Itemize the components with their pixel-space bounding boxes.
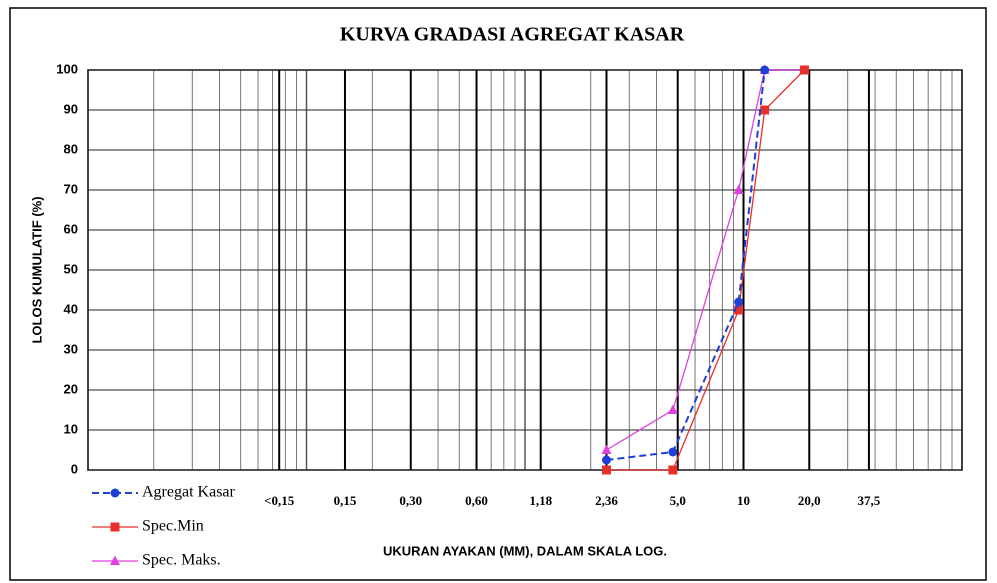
data-point	[799, 65, 809, 75]
legend-label: Spec.Min	[142, 518, 204, 535]
x-tick-label: 0,60	[465, 493, 488, 508]
x-tick-label: 37,5	[858, 493, 881, 508]
legend-label: Agregat Kasar	[142, 484, 236, 501]
data-point	[734, 305, 744, 315]
data-point	[760, 105, 770, 115]
y-tick-label: 90	[64, 101, 78, 116]
data-point	[601, 455, 611, 465]
x-tick-label: 0,30	[399, 493, 422, 508]
y-tick-label: 100	[56, 61, 78, 76]
y-tick-label: 40	[64, 301, 78, 316]
series-line	[606, 69, 766, 461]
data-point	[760, 65, 770, 75]
x-tick-label: <0,15	[264, 493, 295, 508]
x-tick-label: 20,0	[798, 493, 821, 508]
data-point	[601, 465, 611, 475]
y-tick-label: 30	[64, 341, 78, 356]
data-point	[733, 184, 744, 194]
y-tick-label: 70	[64, 181, 78, 196]
legend-marker	[110, 488, 120, 498]
x-tick-label: 5,0	[670, 493, 686, 508]
y-axis-label: LOLOS KUMULATIF (%)	[29, 196, 44, 343]
x-tick-label: 0,15	[334, 493, 357, 508]
y-tick-label: 10	[64, 421, 78, 436]
data-point	[667, 404, 678, 414]
x-tick-label: 2,36	[595, 493, 618, 508]
data-point	[668, 465, 678, 475]
y-tick-label: 80	[64, 141, 78, 156]
legend-marker	[110, 555, 120, 565]
data-point	[668, 447, 678, 457]
x-tick-label: 10	[737, 493, 750, 508]
chart-title: KURVA GRADASI AGREGAT KASAR	[340, 24, 685, 46]
y-tick-label: 0	[71, 461, 78, 476]
y-tick-label: 60	[64, 221, 78, 236]
y-tick-label: 50	[64, 261, 78, 276]
data-point	[734, 297, 744, 307]
y-tick-label: 20	[64, 381, 78, 396]
legend-marker	[110, 522, 120, 532]
x-tick-label: 1,18	[529, 493, 552, 508]
x-axis-label: UKURAN AYAKAN (MM), DALAM SKALA LOG.	[383, 543, 667, 558]
data-point	[601, 444, 612, 454]
legend-label: Spec. Maks.	[142, 552, 221, 569]
